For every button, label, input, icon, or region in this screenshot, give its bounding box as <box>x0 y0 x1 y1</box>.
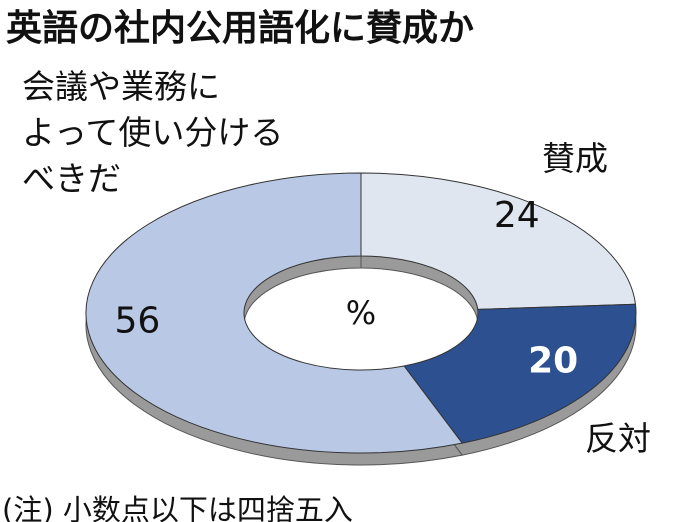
value-label: 20 <box>528 341 578 382</box>
note: (注) 小数点以下は四捨五入 <box>2 493 353 522</box>
slice <box>403 303 637 444</box>
category-label: 反対 <box>585 419 651 458</box>
value-label: 24 <box>494 195 540 236</box>
category-label: 会議や業務によって使い分けるべきだ <box>22 67 283 198</box>
category-label: 賛成 <box>542 139 608 178</box>
slice <box>360 172 637 310</box>
slice <box>85 172 464 454</box>
value-label: 56 <box>115 301 161 342</box>
center-label: % <box>346 294 376 332</box>
chart-title: 英語の社内公用語化に賛成か <box>6 8 474 49</box>
